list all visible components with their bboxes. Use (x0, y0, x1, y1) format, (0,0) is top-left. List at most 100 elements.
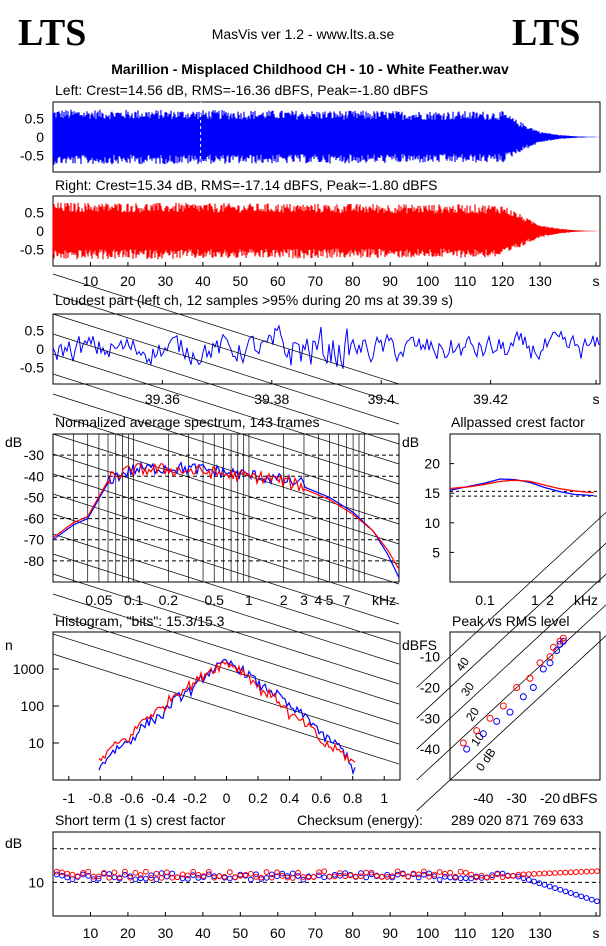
allpass-title: Allpassed crest factor (451, 414, 585, 430)
short-crest-point-left (148, 872, 155, 879)
short-crest-point-left (132, 876, 139, 883)
peak-rms-point-right (473, 727, 481, 735)
short-crest-point-right (205, 869, 212, 875)
short-crest-point-left (436, 876, 443, 883)
spectrum-ytick: -60 (24, 511, 44, 527)
short-crest-point-right (421, 868, 427, 875)
short-crest-point-right (415, 871, 422, 878)
short-crest-point-left (226, 875, 233, 882)
short-crest-point-right (342, 873, 349, 880)
spectrum-slope-line (52, 433, 400, 545)
loudest-xtick: 39.38 (254, 391, 289, 407)
spectrum-xtick: 1 (245, 592, 253, 608)
peak-rms-ytick: -40 (420, 741, 440, 757)
short-crest-point-right (106, 874, 113, 881)
time-xtick: 40 (195, 273, 211, 289)
time-xtick: 50 (233, 273, 249, 289)
short-crest-point-left (268, 871, 275, 878)
short-crest-point-right (536, 870, 543, 877)
short-crest-point-left (525, 876, 532, 883)
histogram-series-left (98, 658, 356, 776)
short-crest-point-left (300, 876, 307, 883)
short-crest-point-right (85, 868, 92, 875)
time-xtick: 10 (83, 273, 99, 289)
short-crest-point-right (216, 873, 223, 880)
short-crest-point-right (389, 873, 396, 879)
short-crest-point-left (363, 874, 370, 881)
peak-rms-point-right (499, 702, 507, 710)
short-crest-point-right (473, 874, 480, 881)
short-crest-point-right (552, 870, 558, 876)
short-crest-point-right (242, 872, 249, 878)
short-crest-point-left (447, 874, 454, 881)
short-crest-ytick: 10 (28, 874, 44, 890)
peak-rms-point-right (526, 674, 534, 682)
peak-rms-title: Peak vs RMS level (452, 613, 569, 629)
loudest-ytick: 0.5 (25, 323, 45, 339)
short-crest-point-left (578, 893, 585, 900)
short-crest-point-right (263, 869, 270, 875)
short-crest-point-right (211, 874, 218, 881)
spectrum-slope-line (52, 293, 400, 405)
short-crest-ylabel: dB (5, 835, 22, 851)
histogram-xtick: -1 (63, 790, 76, 806)
checksum-label: Checksum (energy): (297, 812, 423, 828)
left-ytick: 0 (36, 129, 44, 145)
short-crest-point-right (373, 872, 380, 879)
loudest-ytick: 0 (36, 341, 44, 357)
spectrum-xtick: 4 (314, 592, 322, 608)
spectrum-xtick: 0.05 (85, 592, 112, 608)
peak-rms-diagonal-label: 40 (453, 654, 472, 673)
loudest-ytick: -0.5 (20, 359, 44, 375)
peak-rms-point-right (486, 714, 494, 722)
peak-rms-point-left (559, 637, 567, 645)
short-crest-point-right (132, 869, 139, 876)
peak-rms-point-left (463, 745, 471, 753)
short-crest-point-right (80, 870, 86, 876)
short-crest-point-right (195, 871, 202, 878)
peak-rms-xtick: -30 (507, 790, 527, 806)
short-crest-point-left (441, 873, 448, 880)
loudest-signal (52, 324, 600, 369)
short-crest-point-right (358, 873, 364, 880)
short-crest-point-right (578, 868, 585, 875)
histogram-xtick: 0.8 (343, 790, 363, 806)
short-crest-point-right (148, 875, 155, 881)
short-crest-point-right (510, 872, 516, 879)
short-crest-point-left (205, 871, 212, 878)
spectrum-xtick: 0.1 (124, 592, 144, 608)
short-crest-point-left (247, 876, 254, 883)
spectrum-slope-line (52, 493, 400, 605)
histogram-ytick: 10 (28, 735, 44, 751)
short-crest-xtick: 100 (416, 925, 440, 941)
short-crest-point-left (557, 886, 564, 893)
peak-rms-ytick: -30 (420, 710, 440, 726)
short-crest-point-right (53, 868, 60, 875)
short-crest-point-right (190, 869, 197, 875)
histogram-ytick: 100 (21, 698, 45, 714)
short-crest-point-right (583, 868, 590, 875)
spectrum-slope-line (52, 513, 400, 625)
short-crest-point-left (122, 871, 128, 878)
short-crest-point-right (394, 868, 401, 875)
time-xtick: 110 (454, 273, 477, 289)
peak-rms-point-left (506, 708, 514, 716)
short-crest-point-right (69, 871, 76, 878)
short-crest-point-right (405, 873, 412, 880)
histogram-ytick: 1000 (13, 661, 44, 677)
short-crest-point-right (347, 872, 354, 879)
short-crest-point-right (64, 870, 71, 877)
short-crest-point-left (384, 871, 391, 878)
short-crest-xtick: 90 (382, 925, 398, 941)
spectrum-slope-line (52, 653, 400, 765)
app-title: MasVis ver 1.2 - www.lts.a.se (212, 26, 395, 42)
time-xtick: 100 (416, 273, 440, 289)
short-crest-point-right (116, 874, 123, 881)
short-crest-xtick: 80 (345, 925, 361, 941)
peak-rms-crest-line (416, 542, 606, 719)
peak-rms-crest-line (416, 604, 606, 781)
loudest-xtick: 39.4 (368, 391, 395, 407)
peak-rms-xtick: -40 (473, 790, 493, 806)
short-crest-xtick: s (593, 925, 600, 941)
